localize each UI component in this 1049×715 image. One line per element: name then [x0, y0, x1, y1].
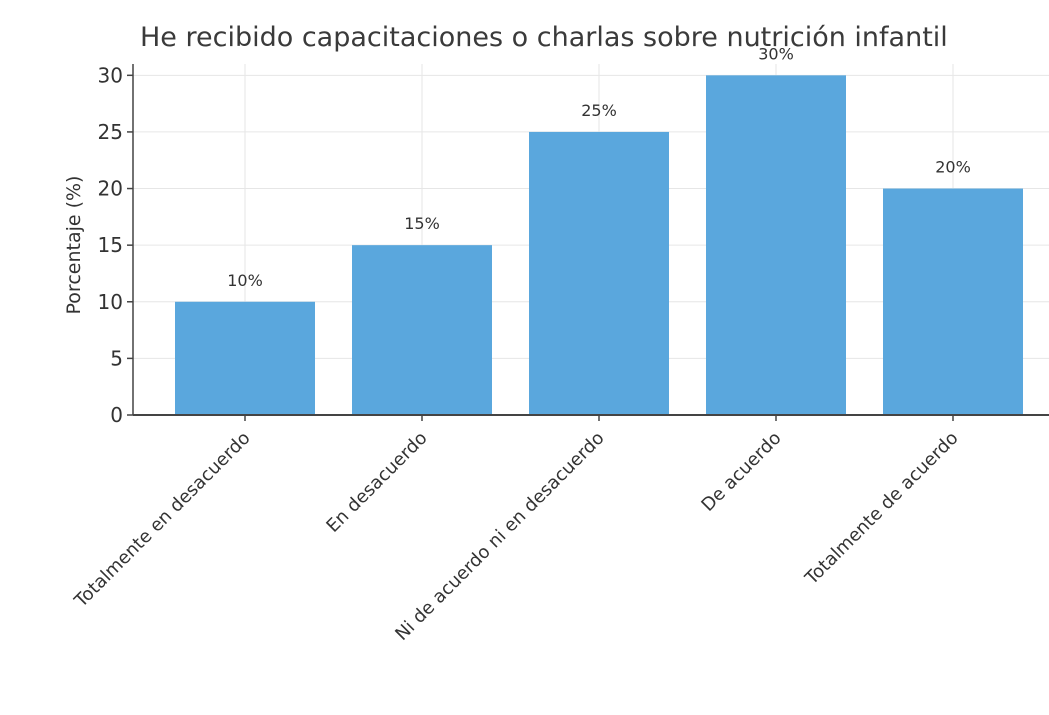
data-labels: 10% 15% 25% 30% 20%	[227, 44, 971, 289]
y-tick-label: 25	[98, 120, 123, 144]
bar	[529, 131, 669, 415]
x-tick-label: Totalmente en desacuerdo	[70, 428, 254, 612]
bar	[352, 245, 492, 415]
bar	[706, 75, 846, 416]
x-tick-labels: Totalmente en desacuerdo En desacuerdoNi …	[70, 415, 963, 645]
y-axis-label: Porcentaje (%)	[63, 176, 85, 315]
bars	[175, 75, 1023, 416]
data-label: 10%	[227, 271, 263, 290]
data-label: 30%	[758, 44, 794, 63]
x-tick-label: En desacuerdo	[322, 428, 431, 537]
data-label: 15%	[404, 214, 440, 233]
bar	[175, 301, 315, 415]
y-tick-label: 20	[98, 177, 123, 201]
y-tick-label: 30	[98, 63, 123, 87]
y-tick-label: 5	[110, 346, 123, 370]
x-tick-label: Totalmente de acuerdo	[801, 428, 963, 590]
y-tick-label: 10	[98, 290, 123, 314]
y-tick-label: 0	[110, 403, 123, 427]
chart-title: He recibido capacitaciones o charlas sob…	[140, 22, 948, 53]
axes	[132, 64, 1049, 416]
data-label: 20%	[935, 158, 971, 177]
y-tick-label: 15	[98, 233, 123, 257]
x-tick-label: De acuerdo	[697, 428, 785, 516]
y-ticks: 0 5 10 15 20 25 30	[98, 63, 133, 427]
x-tick-label: Ni de acuerdo ni en desacuerdo	[391, 428, 608, 645]
data-label: 25%	[581, 101, 617, 120]
bar	[883, 188, 1023, 415]
